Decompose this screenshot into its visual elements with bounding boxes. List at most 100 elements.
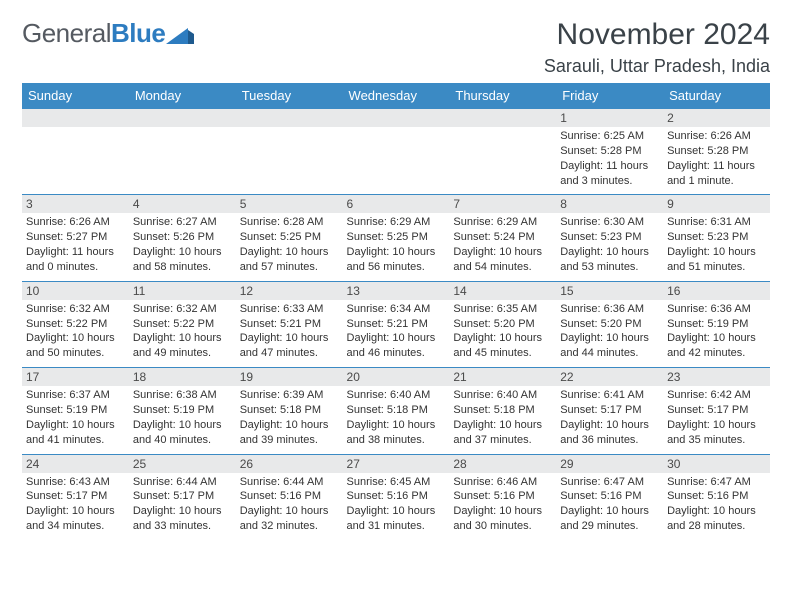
empty-cell (22, 109, 129, 195)
sunset-line: Sunset: 5:16 PM (560, 489, 659, 504)
day-number-bar: 1 (556, 109, 663, 127)
sunrise-line: Sunrise: 6:33 AM (240, 302, 339, 317)
day-number-bar (129, 109, 236, 127)
day-cell: 4Sunrise: 6:27 AMSunset: 5:26 PMDaylight… (129, 195, 236, 281)
daylight-line: Daylight: 10 hours and 40 minutes. (133, 418, 232, 448)
sunrise-line: Sunrise: 6:47 AM (560, 475, 659, 490)
sunrise-line: Sunrise: 6:42 AM (667, 388, 766, 403)
day-number-bar (22, 109, 129, 127)
sunrise-line: Sunrise: 6:28 AM (240, 215, 339, 230)
sunset-line: Sunset: 5:19 PM (667, 317, 766, 332)
sunrise-line: Sunrise: 6:27 AM (133, 215, 232, 230)
daylight-line: Daylight: 10 hours and 50 minutes. (26, 331, 125, 361)
weekday-header-row: SundayMondayTuesdayWednesdayThursdayFrid… (22, 83, 770, 109)
day-cell: 8Sunrise: 6:30 AMSunset: 5:23 PMDaylight… (556, 195, 663, 281)
daylight-line: Daylight: 10 hours and 47 minutes. (240, 331, 339, 361)
day-number-bar: 29 (556, 455, 663, 473)
day-number-bar: 15 (556, 282, 663, 300)
daylight-line: Daylight: 11 hours and 3 minutes. (560, 159, 659, 189)
day-cell: 29Sunrise: 6:47 AMSunset: 5:16 PMDayligh… (556, 454, 663, 540)
sunset-line: Sunset: 5:16 PM (453, 489, 552, 504)
sunrise-line: Sunrise: 6:32 AM (133, 302, 232, 317)
empty-cell (343, 109, 450, 195)
empty-cell (449, 109, 556, 195)
daylight-line: Daylight: 10 hours and 30 minutes. (453, 504, 552, 534)
calendar-row: 24Sunrise: 6:43 AMSunset: 5:17 PMDayligh… (22, 454, 770, 540)
daylight-line: Daylight: 10 hours and 58 minutes. (133, 245, 232, 275)
day-cell: 6Sunrise: 6:29 AMSunset: 5:25 PMDaylight… (343, 195, 450, 281)
sunrise-line: Sunrise: 6:47 AM (667, 475, 766, 490)
daylight-line: Daylight: 10 hours and 33 minutes. (133, 504, 232, 534)
sunrise-line: Sunrise: 6:44 AM (240, 475, 339, 490)
weekday-header: Tuesday (236, 83, 343, 109)
sunset-line: Sunset: 5:18 PM (240, 403, 339, 418)
daylight-line: Daylight: 10 hours and 37 minutes. (453, 418, 552, 448)
sunset-line: Sunset: 5:21 PM (240, 317, 339, 332)
sunrise-line: Sunrise: 6:29 AM (347, 215, 446, 230)
sunrise-line: Sunrise: 6:44 AM (133, 475, 232, 490)
day-cell: 3Sunrise: 6:26 AMSunset: 5:27 PMDaylight… (22, 195, 129, 281)
daylight-line: Daylight: 10 hours and 53 minutes. (560, 245, 659, 275)
day-cell: 11Sunrise: 6:32 AMSunset: 5:22 PMDayligh… (129, 281, 236, 367)
day-cell: 2Sunrise: 6:26 AMSunset: 5:28 PMDaylight… (663, 109, 770, 195)
sunrise-line: Sunrise: 6:36 AM (667, 302, 766, 317)
daylight-line: Daylight: 10 hours and 45 minutes. (453, 331, 552, 361)
day-number-bar: 13 (343, 282, 450, 300)
day-number-bar: 23 (663, 368, 770, 386)
sunrise-line: Sunrise: 6:26 AM (667, 129, 766, 144)
sunset-line: Sunset: 5:17 PM (560, 403, 659, 418)
sunset-line: Sunset: 5:22 PM (26, 317, 125, 332)
day-number-bar: 28 (449, 455, 556, 473)
day-number-bar: 21 (449, 368, 556, 386)
sunset-line: Sunset: 5:20 PM (560, 317, 659, 332)
day-cell: 14Sunrise: 6:35 AMSunset: 5:20 PMDayligh… (449, 281, 556, 367)
empty-cell (129, 109, 236, 195)
sunrise-line: Sunrise: 6:29 AM (453, 215, 552, 230)
day-number-bar: 27 (343, 455, 450, 473)
daylight-line: Daylight: 10 hours and 57 minutes. (240, 245, 339, 275)
logo: GeneralBlue (22, 18, 194, 49)
day-cell: 24Sunrise: 6:43 AMSunset: 5:17 PMDayligh… (22, 454, 129, 540)
sunset-line: Sunset: 5:19 PM (133, 403, 232, 418)
logo-word-2: Blue (111, 18, 165, 48)
day-cell: 1Sunrise: 6:25 AMSunset: 5:28 PMDaylight… (556, 109, 663, 195)
daylight-line: Daylight: 11 hours and 1 minute. (667, 159, 766, 189)
sunrise-line: Sunrise: 6:34 AM (347, 302, 446, 317)
day-number-bar: 20 (343, 368, 450, 386)
day-number-bar (236, 109, 343, 127)
daylight-line: Daylight: 10 hours and 39 minutes. (240, 418, 339, 448)
daylight-line: Daylight: 10 hours and 35 minutes. (667, 418, 766, 448)
day-cell: 16Sunrise: 6:36 AMSunset: 5:19 PMDayligh… (663, 281, 770, 367)
day-cell: 26Sunrise: 6:44 AMSunset: 5:16 PMDayligh… (236, 454, 343, 540)
sunset-line: Sunset: 5:20 PM (453, 317, 552, 332)
day-cell: 10Sunrise: 6:32 AMSunset: 5:22 PMDayligh… (22, 281, 129, 367)
weekday-header: Saturday (663, 83, 770, 109)
day-number-bar: 22 (556, 368, 663, 386)
day-number-bar: 3 (22, 195, 129, 213)
sunset-line: Sunset: 5:16 PM (347, 489, 446, 504)
sunset-line: Sunset: 5:17 PM (667, 403, 766, 418)
day-cell: 18Sunrise: 6:38 AMSunset: 5:19 PMDayligh… (129, 368, 236, 454)
calendar-row: 3Sunrise: 6:26 AMSunset: 5:27 PMDaylight… (22, 195, 770, 281)
weekday-header: Friday (556, 83, 663, 109)
day-cell: 7Sunrise: 6:29 AMSunset: 5:24 PMDaylight… (449, 195, 556, 281)
daylight-line: Daylight: 10 hours and 36 minutes. (560, 418, 659, 448)
day-cell: 13Sunrise: 6:34 AMSunset: 5:21 PMDayligh… (343, 281, 450, 367)
weekday-header: Wednesday (343, 83, 450, 109)
day-number-bar (343, 109, 450, 127)
sunset-line: Sunset: 5:16 PM (667, 489, 766, 504)
calendar-row: 17Sunrise: 6:37 AMSunset: 5:19 PMDayligh… (22, 368, 770, 454)
sunrise-line: Sunrise: 6:40 AM (347, 388, 446, 403)
day-number-bar: 8 (556, 195, 663, 213)
sunset-line: Sunset: 5:22 PM (133, 317, 232, 332)
empty-cell (236, 109, 343, 195)
calendar-body: 1Sunrise: 6:25 AMSunset: 5:28 PMDaylight… (22, 109, 770, 541)
day-number-bar: 10 (22, 282, 129, 300)
sunset-line: Sunset: 5:18 PM (347, 403, 446, 418)
logo-text: GeneralBlue (22, 18, 165, 49)
logo-word-1: General (22, 18, 111, 48)
day-number-bar: 18 (129, 368, 236, 386)
sunrise-line: Sunrise: 6:31 AM (667, 215, 766, 230)
sunrise-line: Sunrise: 6:30 AM (560, 215, 659, 230)
day-cell: 19Sunrise: 6:39 AMSunset: 5:18 PMDayligh… (236, 368, 343, 454)
